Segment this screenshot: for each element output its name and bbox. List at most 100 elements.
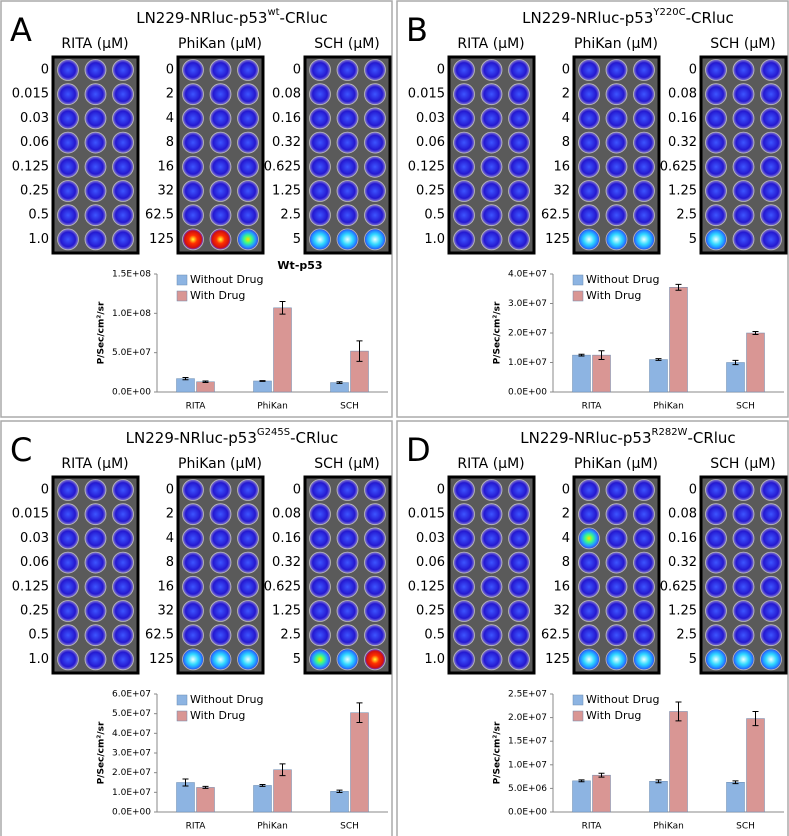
bar — [746, 718, 765, 813]
well — [84, 107, 107, 130]
plate-label: PhiKan (μM) — [574, 36, 658, 52]
well — [705, 204, 727, 227]
well — [508, 83, 530, 106]
plate-label: SCH (μM) — [710, 456, 776, 472]
well — [453, 575, 475, 598]
well — [237, 575, 259, 598]
panel-letter: A — [10, 11, 32, 49]
well — [182, 479, 204, 501]
concentration-label: 0.125 — [408, 159, 445, 174]
well — [182, 59, 204, 81]
well — [508, 228, 530, 251]
well — [605, 503, 628, 526]
well — [57, 131, 79, 154]
well — [578, 527, 600, 550]
well — [112, 479, 134, 501]
concentration-label: 62.5 — [145, 628, 174, 643]
well — [732, 180, 755, 202]
well — [364, 527, 386, 550]
error-bar — [259, 380, 266, 382]
bar — [592, 774, 611, 813]
concentration-label: 1.0 — [424, 232, 445, 247]
concentration-label: 0.03 — [416, 111, 445, 126]
concentration-label: 0.5 — [28, 208, 49, 223]
concentration-label: 1.25 — [272, 604, 301, 619]
concentration-label: 0.5 — [424, 628, 445, 643]
well — [237, 600, 259, 622]
well — [309, 131, 331, 154]
concentration-label: 0.25 — [20, 184, 49, 199]
error-bar — [259, 783, 266, 787]
y-tick-label: 2.0E+07 — [508, 713, 547, 723]
y-tick-label: 0.0E+00 — [112, 808, 151, 818]
well — [453, 479, 475, 501]
well — [732, 155, 755, 178]
concentration-label: 8 — [562, 135, 570, 150]
well — [209, 107, 232, 130]
well — [760, 83, 782, 106]
concentration-label: 0.06 — [416, 135, 445, 150]
panel-border — [0, 0, 393, 418]
well — [705, 648, 727, 671]
well — [182, 180, 204, 202]
error-bar — [182, 376, 189, 381]
error-bar — [655, 358, 662, 361]
well — [309, 551, 331, 574]
well — [182, 624, 204, 647]
well — [57, 107, 79, 130]
well — [84, 503, 107, 526]
concentration-label: 0.625 — [264, 579, 301, 594]
well — [364, 575, 386, 598]
well — [633, 83, 655, 106]
well — [633, 600, 655, 622]
y-tick-label: 3.0E+07 — [112, 749, 151, 759]
concentration-label: 0 — [41, 63, 49, 78]
well — [237, 155, 259, 178]
concentration-label: 1.0 — [28, 232, 49, 247]
error-bar — [202, 785, 209, 789]
plate-label: SCH (μM) — [710, 36, 776, 52]
concentration-label: 5 — [689, 652, 697, 667]
well — [237, 83, 259, 106]
well — [605, 575, 628, 598]
legend-swatch — [572, 290, 584, 302]
well — [336, 527, 359, 550]
well — [84, 228, 107, 251]
well — [633, 180, 655, 202]
x-tick-label: SCH — [736, 822, 755, 832]
bar — [649, 359, 668, 393]
well — [112, 155, 134, 178]
well — [112, 204, 134, 227]
plate-label: SCH (μM) — [314, 36, 380, 52]
well — [633, 228, 655, 251]
well — [633, 648, 655, 671]
well — [84, 600, 107, 622]
legend-label: With Drug — [190, 289, 245, 302]
concentration-label: 0.015 — [408, 507, 445, 522]
title-end: -CRluc — [687, 429, 735, 447]
bar — [726, 362, 745, 393]
well — [364, 503, 386, 526]
well — [760, 155, 782, 178]
well — [732, 131, 755, 154]
well — [209, 228, 232, 251]
bar — [669, 287, 688, 393]
y-tick-label: 4.0E+07 — [112, 729, 151, 739]
error-bar — [732, 359, 739, 366]
well — [605, 527, 628, 550]
concentration-label: 0.125 — [408, 579, 445, 594]
well — [480, 83, 503, 106]
well — [336, 624, 359, 647]
well — [578, 624, 600, 647]
well — [364, 155, 386, 178]
well — [705, 59, 727, 81]
well — [732, 648, 755, 671]
concentration-label: 0.06 — [20, 135, 49, 150]
y-tick-label: 2.0E+07 — [112, 768, 151, 778]
bar — [196, 381, 215, 393]
well — [705, 527, 727, 550]
panel-border — [396, 0, 789, 418]
plate-label: SCH (μM) — [314, 456, 380, 472]
well — [578, 551, 600, 574]
well — [480, 600, 503, 622]
